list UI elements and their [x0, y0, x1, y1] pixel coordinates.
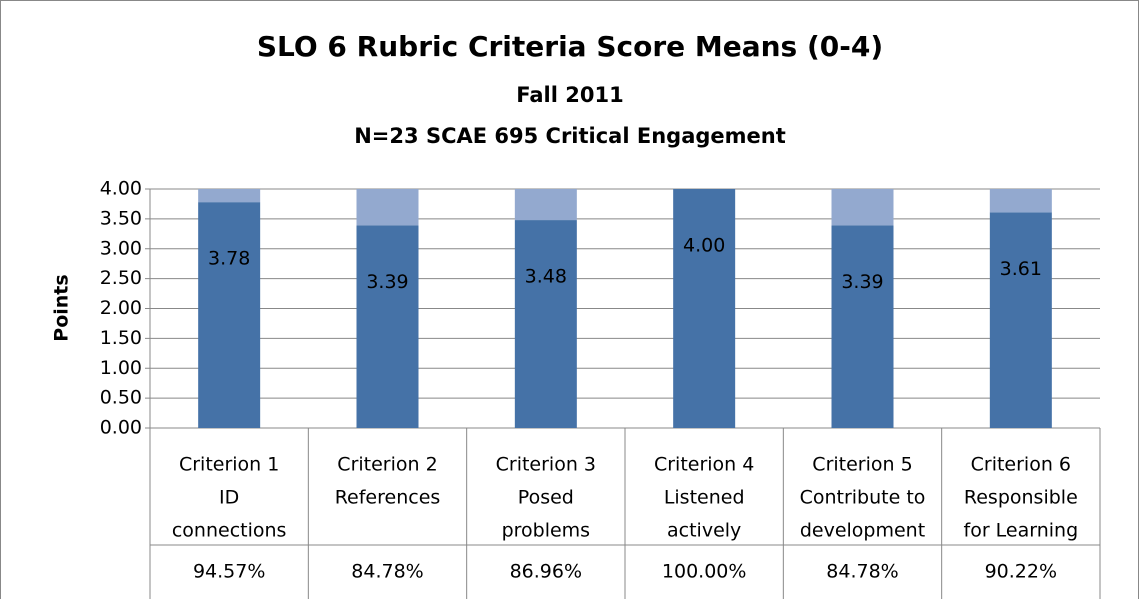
table-cell: 90.22% [985, 561, 1057, 583]
table-cell: 100.00% [662, 561, 747, 583]
data-label: 4.00 [683, 235, 725, 257]
x-tick-label: Criterion 4 [654, 454, 754, 476]
data-label: 3.78 [208, 248, 250, 270]
bar-segment [989, 212, 1052, 428]
bar-segment [831, 225, 894, 428]
bar-segment [673, 189, 736, 428]
bar-segment [989, 189, 1052, 213]
y-tick-label: 1.00 [100, 357, 142, 379]
y-tick-label: 2.50 [100, 267, 142, 289]
x-tick-label: for Learning [964, 520, 1079, 542]
data-label: 3.48 [525, 266, 567, 288]
x-tick-label: development [800, 520, 925, 542]
table-cell: 86.96% [510, 561, 582, 583]
chart-subtitle: N=23 SCAE 695 Critical Engagement [354, 124, 786, 148]
x-tick-label: Criterion 1 [179, 454, 279, 476]
x-tick-label: References [335, 487, 441, 509]
chart-title: SLO 6 Rubric Criteria Score Means (0-4) [257, 30, 883, 63]
data-label: 3.39 [841, 271, 883, 293]
y-tick-label: 0.00 [100, 417, 142, 439]
x-tick-label: Criterion 3 [496, 454, 596, 476]
x-tick-label: ID [219, 487, 239, 509]
bar-segment [198, 202, 261, 428]
x-tick-label: Posed [518, 487, 574, 509]
bar-segment [831, 189, 894, 226]
x-tick-label: actively [667, 520, 741, 542]
x-tick-label: problems [502, 520, 591, 542]
bar-segment [514, 220, 577, 428]
chart-subtitle: Fall 2011 [516, 83, 623, 107]
y-tick-label: 3.50 [100, 207, 142, 229]
y-tick-label: 1.50 [100, 327, 142, 349]
y-tick-label: 4.00 [100, 178, 142, 200]
table-cell: 94.57% [193, 561, 265, 583]
x-tick-label: Listened [664, 487, 745, 509]
x-tick-label: Criterion 6 [971, 454, 1071, 476]
x-tick-label: connections [172, 520, 287, 542]
y-tick-label: 2.00 [100, 297, 142, 319]
y-axis-label: Points [51, 274, 73, 341]
x-tick-label: Criterion 2 [337, 454, 437, 476]
x-tick-label: Contribute to [800, 487, 926, 509]
table-cell: 84.78% [826, 561, 898, 583]
x-tick-label: Criterion 5 [812, 454, 912, 476]
bar-segment [356, 189, 419, 226]
bar-segment [198, 189, 261, 203]
x-tick-label: Responsible [964, 487, 1078, 509]
bar-segment [356, 225, 419, 428]
data-label: 3.61 [1000, 258, 1042, 280]
table-cell: 84.78% [351, 561, 423, 583]
data-label: 3.39 [366, 271, 408, 293]
y-tick-label: 3.00 [100, 237, 142, 259]
y-tick-label: 0.50 [100, 387, 142, 409]
bar-segment [514, 189, 577, 221]
